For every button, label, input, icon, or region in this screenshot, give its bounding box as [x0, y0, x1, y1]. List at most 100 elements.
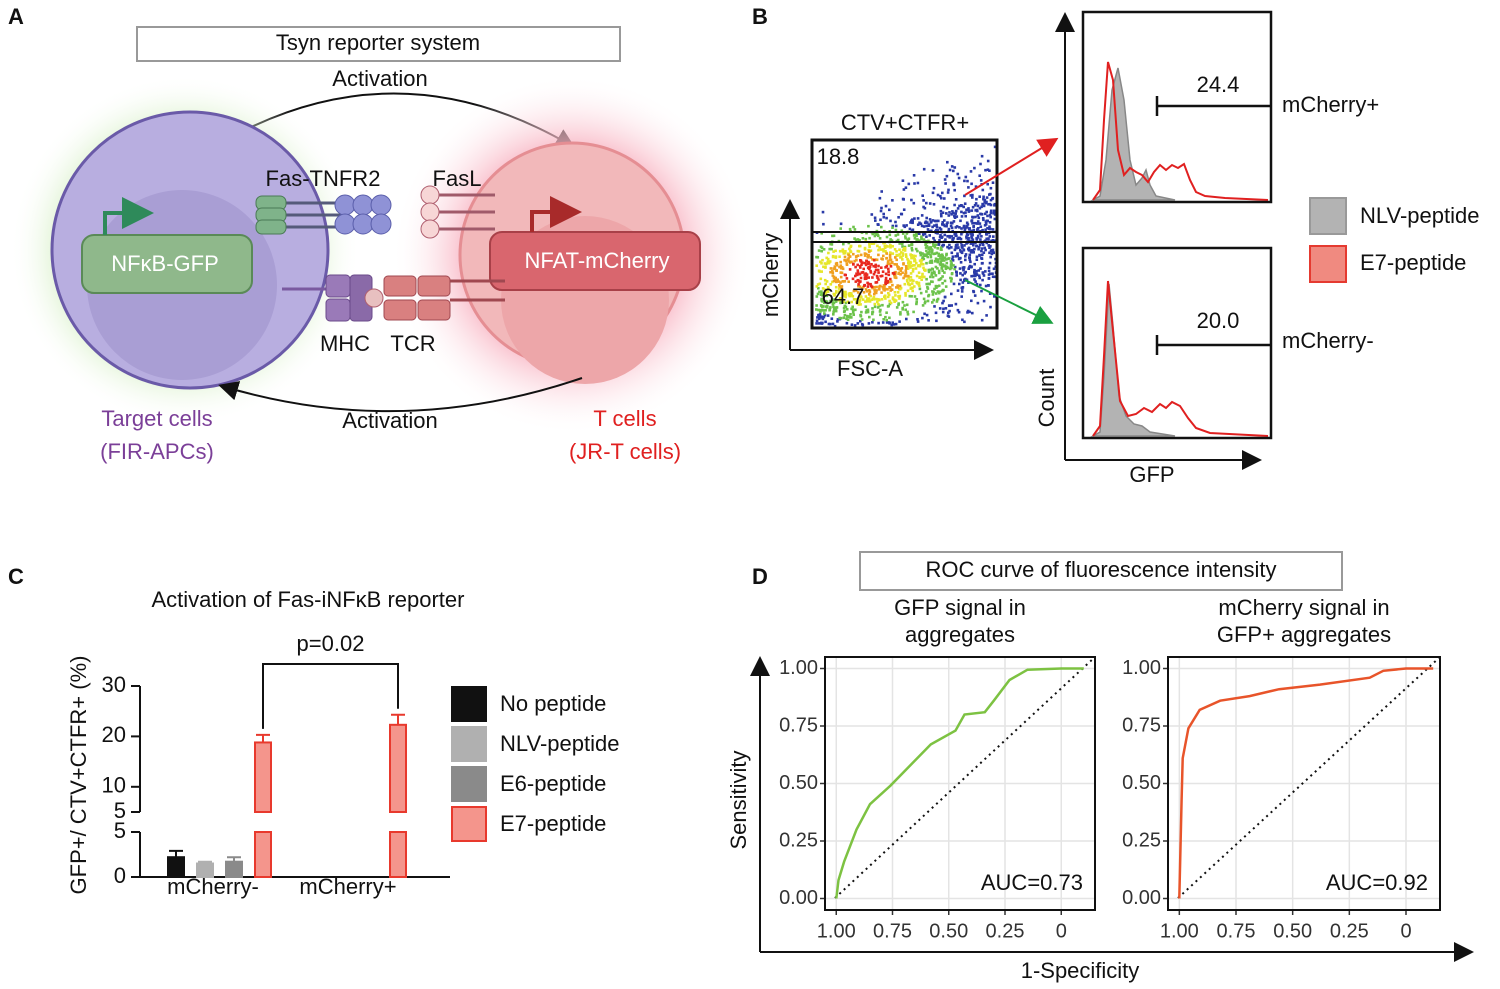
event-dot	[978, 232, 982, 235]
event-dot	[931, 191, 935, 195]
event-dot	[977, 274, 981, 277]
event-dot	[975, 282, 979, 286]
event-dot	[922, 238, 926, 241]
event-dot	[982, 204, 986, 208]
event-dot	[838, 249, 842, 253]
event-dot	[858, 299, 862, 302]
event-dot	[839, 281, 842, 284]
event-dot	[971, 193, 974, 197]
event-dot	[907, 182, 911, 186]
annotation: p=0.02	[297, 631, 365, 656]
y-tick-label: 0.00	[779, 887, 818, 909]
x-tick-label: 0.75	[1217, 920, 1256, 942]
event-dot	[915, 238, 918, 242]
event-dot	[832, 305, 835, 309]
event-dot	[941, 223, 944, 226]
event-dot	[818, 270, 821, 273]
event-dot	[918, 276, 921, 279]
event-dot	[832, 279, 836, 283]
event-dot	[978, 243, 982, 246]
event-dot	[871, 312, 874, 316]
event-dot	[874, 263, 877, 267]
event-dot	[893, 300, 896, 303]
event-dot	[933, 287, 936, 291]
event-dot	[913, 182, 916, 185]
event-dot	[903, 275, 907, 278]
event-dot	[834, 309, 838, 313]
event-dot	[894, 299, 898, 302]
event-dot	[973, 166, 976, 170]
event-dot	[954, 234, 957, 237]
event-dot	[963, 194, 966, 198]
event-dot	[840, 266, 844, 269]
event-dot	[902, 188, 906, 191]
event-dot	[980, 256, 983, 260]
event-dot	[894, 294, 897, 297]
event-dot	[963, 228, 967, 232]
bar	[167, 856, 185, 879]
event-dot	[894, 228, 898, 232]
event-dot	[825, 280, 829, 283]
event-dot	[918, 259, 922, 263]
event-dot	[988, 193, 991, 196]
event-dot	[964, 253, 968, 256]
event-dot	[868, 267, 871, 271]
event-dot	[977, 269, 981, 272]
event-dot	[930, 280, 933, 283]
x-tick-label: 0.25	[1330, 920, 1369, 942]
event-dot	[947, 304, 951, 307]
annotation: AUC=0.73	[981, 870, 1083, 895]
event-dot	[953, 265, 957, 269]
x-tick-label: mCherry+	[299, 874, 396, 899]
event-dot	[975, 272, 978, 276]
event-dot	[835, 261, 839, 265]
event-dot	[925, 313, 929, 317]
event-dot	[824, 299, 827, 303]
event-dot	[861, 271, 865, 274]
event-dot	[864, 300, 867, 303]
event-dot	[966, 309, 970, 313]
event-dot	[990, 239, 993, 243]
event-dot	[912, 279, 915, 283]
event-dot	[861, 298, 865, 301]
event-dot	[891, 224, 895, 228]
event-dot	[889, 301, 893, 305]
event-dot	[940, 236, 943, 239]
event-dot	[945, 222, 949, 226]
event-dot	[893, 291, 897, 294]
event-dot	[854, 280, 858, 283]
event-dot	[852, 298, 856, 301]
event-dot	[925, 282, 928, 286]
plot-frame	[824, 656, 1096, 911]
event-dot	[945, 212, 948, 215]
event-dot	[857, 250, 861, 253]
event-dot	[910, 219, 913, 223]
y-axis-label: GFP+/ CTV+CTFR+ (%)	[66, 656, 91, 895]
event-dot	[886, 262, 890, 265]
event-dot	[954, 209, 958, 213]
event-dot	[936, 193, 940, 197]
gate-arrow	[964, 137, 1059, 196]
event-dot	[901, 248, 905, 252]
event-dot	[940, 196, 943, 200]
event-dot	[864, 305, 868, 308]
gate-label: mCherry+	[1282, 92, 1379, 117]
event-dot	[962, 224, 966, 228]
event-dot	[959, 261, 963, 264]
event-dot	[933, 224, 936, 227]
event-dot	[949, 221, 953, 225]
event-dot	[872, 258, 876, 262]
event-dot	[965, 278, 969, 282]
event-dot	[884, 276, 888, 280]
event-dot	[841, 290, 845, 294]
event-dot	[888, 321, 891, 324]
event-dot	[916, 223, 920, 226]
reporter-label: NFAT-mCherry	[524, 248, 669, 273]
event-dot	[984, 270, 987, 273]
event-dot	[954, 212, 957, 215]
event-dot	[966, 311, 969, 314]
error-bar	[227, 856, 241, 862]
event-dot	[850, 323, 854, 326]
event-dot	[980, 235, 983, 238]
event-dot	[970, 235, 973, 238]
